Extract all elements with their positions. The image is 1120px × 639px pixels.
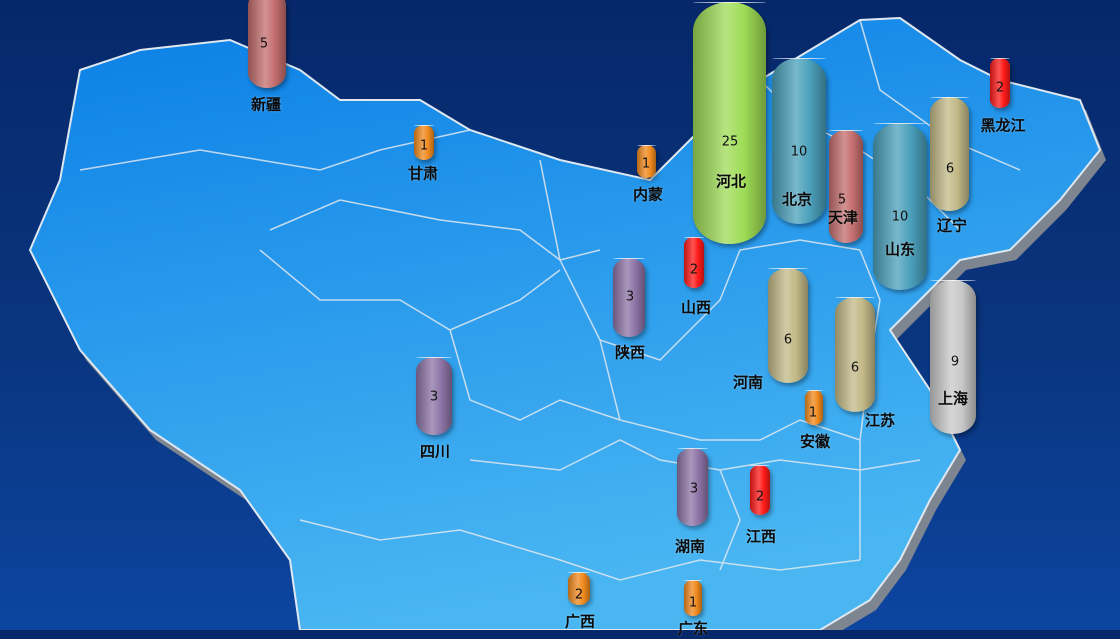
province-label: 山西 <box>680 298 712 317</box>
value-label: 5 <box>259 36 269 52</box>
province-label: 天津 <box>827 208 859 227</box>
province-label: 四川 <box>419 442 451 461</box>
province-label: 江苏 <box>864 411 896 430</box>
bar-cylinder-13[interactable] <box>835 297 875 412</box>
value-label: 1 <box>688 595 698 611</box>
value-label: 1 <box>641 156 651 172</box>
bar-cylinder-18[interactable] <box>750 465 770 515</box>
bar-cylinder-14[interactable] <box>930 280 976 434</box>
value-label: 10 <box>790 144 808 160</box>
value-label: 2 <box>995 80 1005 96</box>
province-label: 辽宁 <box>936 216 968 235</box>
value-label: 9 <box>950 354 960 370</box>
bar-cylinder-3[interactable] <box>637 145 656 178</box>
value-label: 6 <box>783 332 793 348</box>
bar-cylinder-11[interactable] <box>613 258 645 337</box>
province-label: 陕西 <box>614 343 646 362</box>
bar-cylinder-20[interactable] <box>684 580 702 616</box>
bar-cylinder-8[interactable] <box>930 97 969 211</box>
province-label: 内蒙 <box>632 185 664 204</box>
bar-cylinder-17[interactable] <box>677 448 708 526</box>
value-label: 10 <box>891 209 909 225</box>
province-label: 山东 <box>884 240 916 259</box>
value-label: 25 <box>721 134 739 150</box>
province-label: 新疆 <box>250 95 282 114</box>
value-label: 2 <box>755 489 765 505</box>
province-label: 北京 <box>781 190 813 209</box>
value-label: 1 <box>808 405 818 421</box>
bar-cylinder-6[interactable] <box>829 130 863 243</box>
province-label: 广西 <box>564 612 596 631</box>
province-label: 甘肃 <box>407 164 439 183</box>
bar-cylinder-2[interactable] <box>414 125 434 160</box>
bar-cylinder-10[interactable] <box>684 237 704 288</box>
province-label: 黑龙江 <box>980 116 1026 135</box>
value-label: 3 <box>625 289 635 305</box>
province-label: 河北 <box>715 172 747 191</box>
bar-cylinder-7[interactable] <box>873 123 927 290</box>
value-label: 3 <box>429 389 439 405</box>
bar-cylinder-12[interactable] <box>768 268 808 383</box>
value-label: 2 <box>689 262 699 278</box>
value-label: 6 <box>945 161 955 177</box>
bar-cylinder-16[interactable] <box>416 357 452 435</box>
bar-cylinder-5[interactable] <box>772 58 826 224</box>
province-label: 安徽 <box>799 432 831 451</box>
province-label: 湖南 <box>674 537 706 556</box>
bar-cylinder-15[interactable] <box>805 390 823 425</box>
value-label: 5 <box>837 192 847 208</box>
value-label: 1 <box>419 138 429 154</box>
province-label: 上海 <box>937 389 969 408</box>
value-label: 3 <box>689 481 699 497</box>
value-label: 2 <box>574 587 584 603</box>
bar-cylinder-1[interactable] <box>248 0 286 88</box>
province-label: 广东 <box>677 619 709 638</box>
province-label: 江西 <box>745 527 777 546</box>
bar-cylinder-4[interactable] <box>693 2 766 244</box>
province-label: 河南 <box>732 373 764 392</box>
bar-cylinder-9[interactable] <box>990 58 1010 108</box>
value-label: 6 <box>850 360 860 376</box>
bar-cylinder-19[interactable] <box>568 572 590 605</box>
